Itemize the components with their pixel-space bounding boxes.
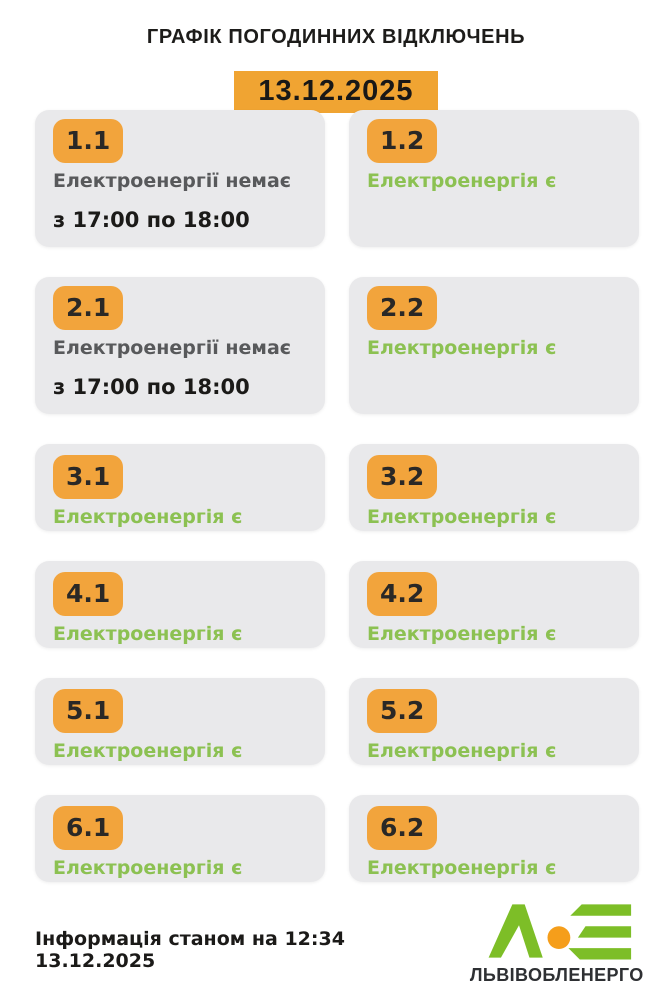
outage-card-6-2: 6.2 Електроенергія є (349, 795, 639, 882)
company-name: ЛЬВІВОБЛЕНЕРГО (469, 965, 644, 985)
outage-card-5-2: 5.2 Електроенергія є (349, 678, 639, 765)
power-status: Електроенергія є (53, 506, 243, 528)
date-badge: 13.12.2025 (234, 71, 438, 113)
group-number-badge: 6.2 (367, 806, 438, 850)
group-number-badge: 3.1 (53, 455, 124, 499)
outage-card-3-1: 3.1 Електроенергія є (35, 444, 325, 531)
outage-period: з 17:00 по 18:00 (53, 207, 250, 232)
power-status: Електроенергія є (367, 506, 557, 528)
group-number-badge: 5.2 (367, 689, 438, 733)
group-number-badge: 2.2 (367, 286, 438, 330)
group-number-badge: 6.1 (53, 806, 124, 850)
outage-card-4-2: 4.2 Електроенергія є (349, 561, 639, 648)
outage-card-5-1: 5.1 Електроенергія є (35, 678, 325, 765)
info-timestamp: Інформація станом на 12:34 13.12.2025 (35, 928, 345, 972)
power-status: Електроенергія є (53, 623, 243, 645)
group-number-badge: 2.1 (53, 286, 124, 330)
outage-card-2-2: 2.2 Електроенергія є (349, 277, 639, 414)
outage-card-6-1: 6.1 Електроенергія є (35, 795, 325, 882)
power-status: Електроенергія є (367, 740, 557, 762)
outage-card-1-1: 1.1 Електроенергії немає з 17:00 по 18:0… (35, 110, 325, 247)
page-title: ГРАФІК ПОГОДИННИХ ВІДКЛЮЧЕНЬ (146, 26, 526, 48)
lvivoblenergo-logo-icon (488, 904, 631, 960)
company-logo: ЛЬВІВОБЛЕНЕРГО (460, 902, 654, 986)
outage-card-4-1: 4.1 Електроенергія є (35, 561, 325, 648)
group-number-badge: 1.2 (367, 119, 438, 163)
outage-card-2-1: 2.1 Електроенергії немає з 17:00 по 18:0… (35, 277, 325, 414)
power-status: Електроенергії немає (53, 337, 292, 359)
outage-card-3-2: 3.2 Електроенергія є (349, 444, 639, 531)
group-number-badge: 4.2 (367, 572, 438, 616)
power-status: Електроенергія є (367, 337, 557, 359)
outage-period: з 17:00 по 18:00 (53, 374, 250, 399)
power-status: Електроенергія є (367, 857, 557, 879)
power-status: Електроенергія є (367, 170, 557, 192)
power-status: Електроенергія є (367, 623, 557, 645)
power-status: Електроенергія є (53, 740, 243, 762)
group-number-badge: 1.1 (53, 119, 124, 163)
footer: Інформація станом на 12:34 13.12.2025 ЛЬ… (35, 896, 654, 992)
group-number-badge: 3.2 (367, 455, 438, 499)
power-status: Електроенергії немає (53, 170, 292, 192)
group-number-badge: 4.1 (53, 572, 124, 616)
group-number-badge: 5.1 (53, 689, 124, 733)
outage-card-1-2: 1.2 Електроенергія є (349, 110, 639, 247)
outage-cards-grid: 1.1 Електроенергії немає з 17:00 по 18:0… (35, 110, 639, 882)
power-status: Електроенергія є (53, 857, 243, 879)
